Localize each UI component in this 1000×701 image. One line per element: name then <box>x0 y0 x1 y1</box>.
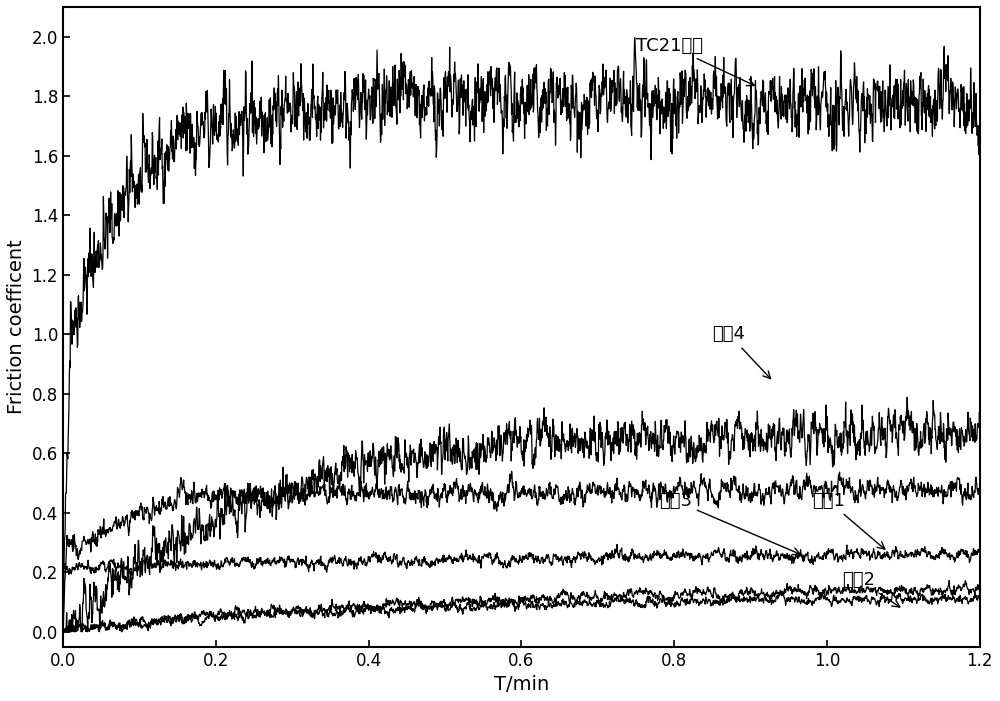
Text: 实体1: 实体1 <box>812 492 885 549</box>
Y-axis label: Friction coefficent: Friction coefficent <box>7 240 26 414</box>
Text: 实体3: 实体3 <box>659 492 800 554</box>
Text: 实体2: 实体2 <box>842 571 900 607</box>
Text: 实体4: 实体4 <box>712 325 771 379</box>
Text: TC21基体: TC21基体 <box>636 36 754 86</box>
X-axis label: T/min: T/min <box>494 675 549 694</box>
